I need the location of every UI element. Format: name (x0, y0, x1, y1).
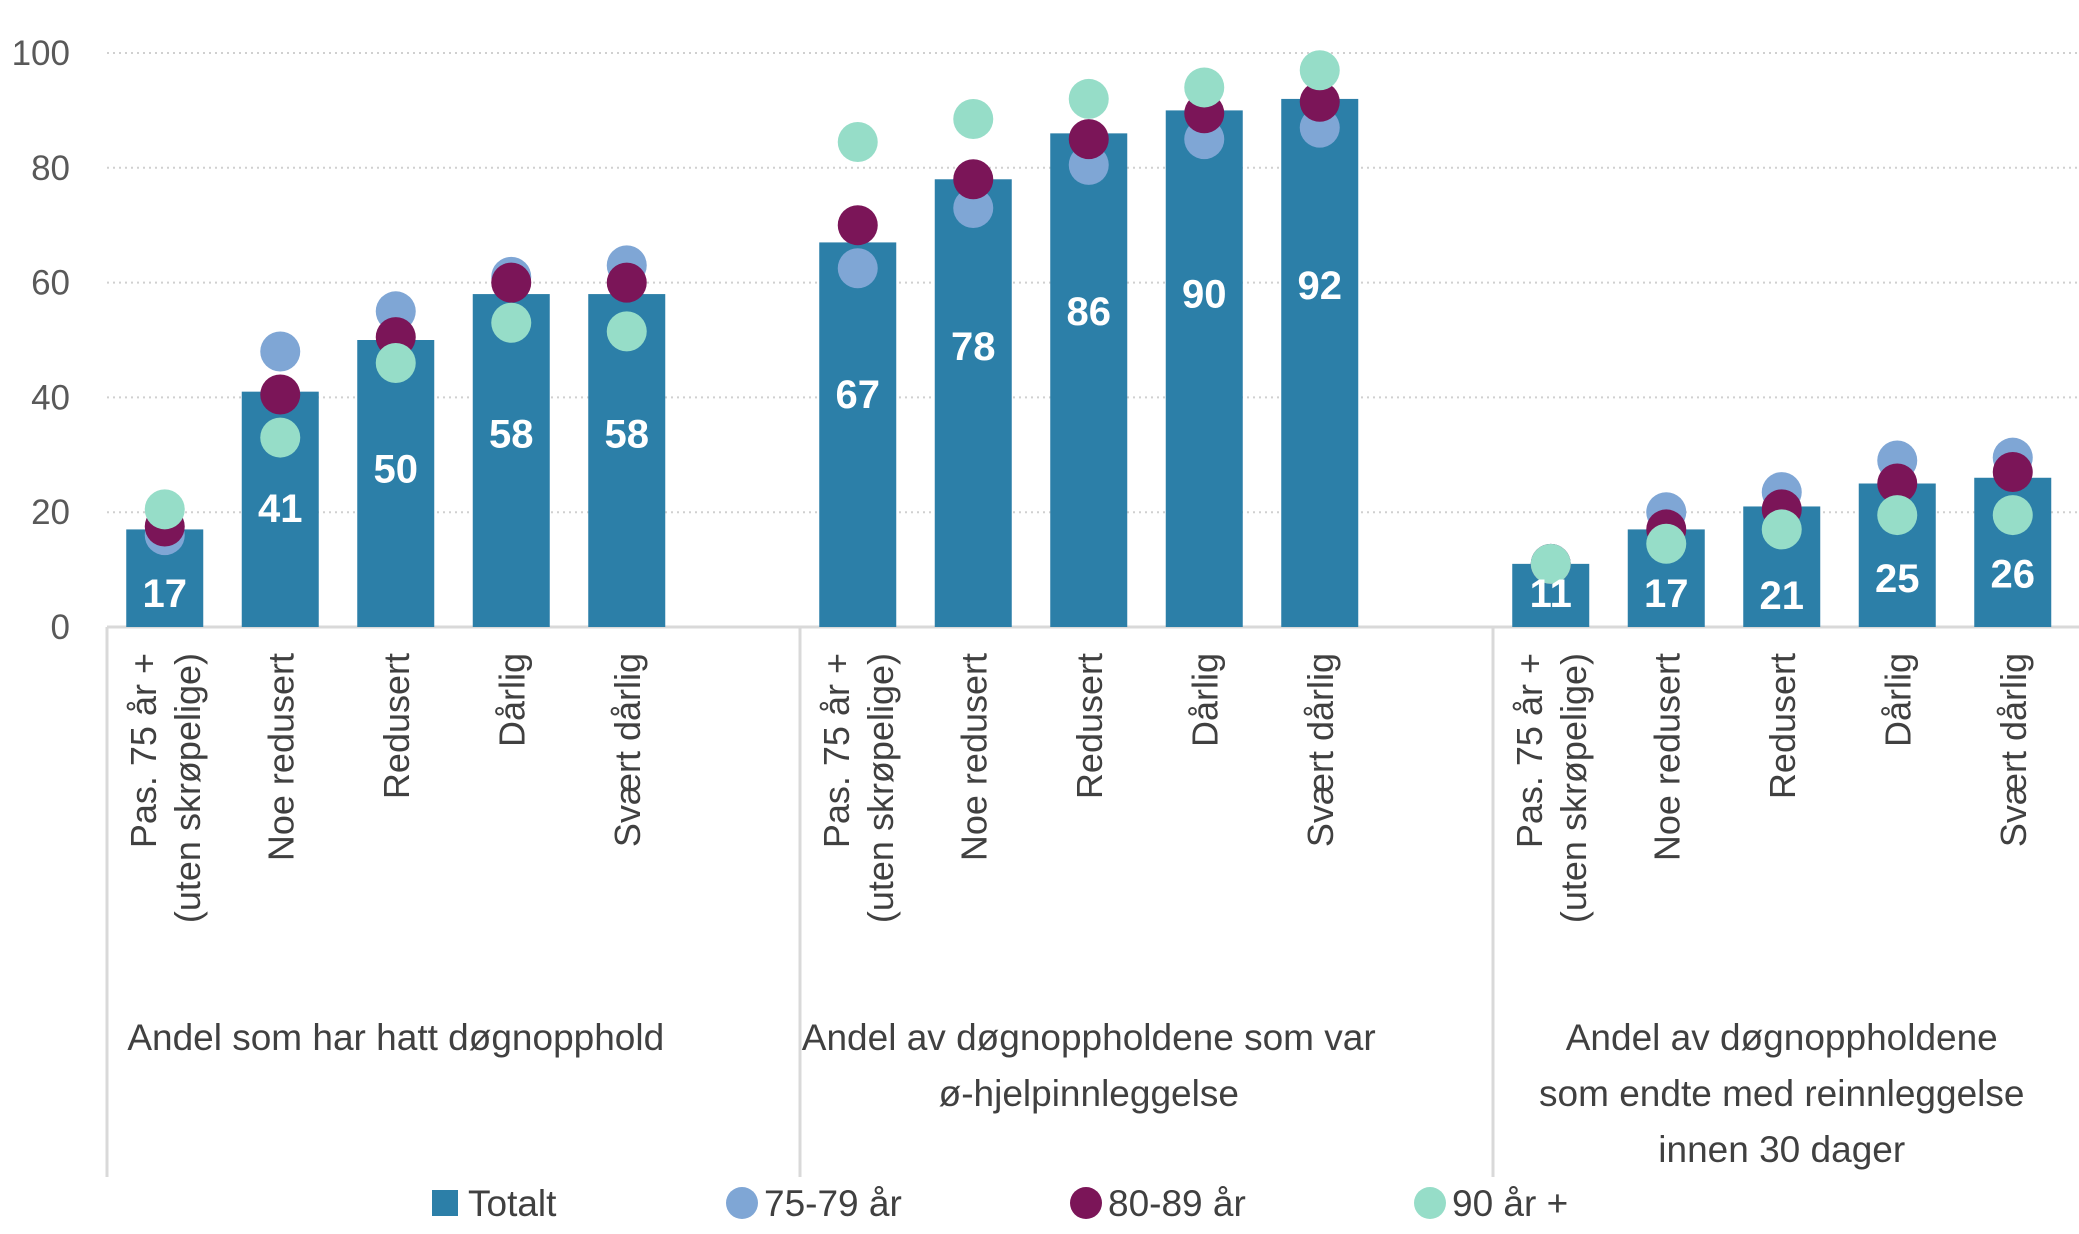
data-label: 86 (1067, 290, 1112, 334)
y-tick-label: 60 (31, 264, 70, 303)
dot-80-89 (491, 262, 532, 303)
dot-90+ (1992, 495, 2033, 536)
bar-totalt (1050, 133, 1128, 628)
dot-90+ (1761, 509, 1802, 550)
category-label: Svært dårlig (1993, 653, 2034, 847)
group-label: innen 30 dager (1658, 1129, 1905, 1170)
category-label: (uten skrøpelige) (860, 653, 901, 923)
group-label: ø-hjelpinnleggelse (939, 1073, 1239, 1114)
category-label: Pas. 75 år + (1509, 653, 1550, 848)
category-label: Noe redusert (953, 653, 994, 861)
dot-90+ (260, 417, 301, 458)
legend-label: 90 år + (1452, 1183, 1568, 1224)
dot-80-89 (953, 159, 994, 200)
dot-75-79 (953, 187, 994, 228)
data-label: 78 (951, 325, 996, 369)
bar-totalt (1165, 110, 1243, 627)
legend-dot-80-89 (1070, 1187, 1102, 1219)
category-label: Svært dårlig (1300, 653, 1341, 847)
group-label: som endte med reinnleggelse (1539, 1073, 2024, 1114)
y-tick-label: 0 (51, 608, 70, 647)
dot-90+ (1184, 67, 1225, 108)
legend-label: 75-79 år (764, 1183, 902, 1224)
category-label: Pas. 75 år + (123, 653, 164, 848)
category-label: (uten skrøpelige) (1553, 653, 1594, 923)
dot-90+ (1068, 78, 1109, 119)
dot-80-89 (1877, 463, 1918, 504)
group-label: Andel som har hatt døgnopphold (127, 1017, 664, 1058)
dot-90+ (837, 121, 878, 162)
group-label: Andel av døgnoppholdene som var (802, 1017, 1376, 1058)
dot-80-89 (260, 374, 301, 415)
category-label: Pas. 75 år + (816, 653, 857, 848)
dot-90+ (953, 99, 994, 140)
dot-80-89 (1299, 81, 1340, 122)
legend-dot-75-79 (726, 1187, 758, 1219)
category-label: Noe redusert (1646, 653, 1687, 861)
data-label: 21 (1760, 574, 1805, 618)
category-label: (uten skrøpelige) (167, 653, 208, 923)
bar-totalt (472, 294, 550, 627)
data-label: 90 (1182, 273, 1227, 317)
dot-90+ (1530, 543, 1571, 584)
data-label: 58 (489, 413, 534, 457)
data-label: 67 (836, 373, 881, 417)
dot-80-89 (1992, 452, 2033, 493)
category-label: Svært dårlig (607, 653, 648, 847)
dot-80-89 (837, 205, 878, 246)
category-label: Dårlig (1184, 653, 1225, 747)
category-label: Dårlig (1877, 653, 1918, 747)
dot-90+ (375, 342, 416, 383)
dot-80-89 (606, 262, 647, 303)
legend-label: Totalt (468, 1183, 557, 1224)
data-label: 50 (374, 448, 419, 492)
dot-80-89 (1068, 119, 1109, 160)
data-label: 25 (1875, 557, 1920, 601)
data-label: 41 (258, 487, 303, 531)
y-tick-label: 80 (31, 149, 70, 188)
bar-totalt (819, 242, 897, 628)
dot-90+ (1299, 50, 1340, 91)
y-tick-label: 20 (31, 493, 70, 532)
category-label: Dårlig (491, 653, 532, 747)
data-label: 17 (1644, 572, 1689, 616)
dot-90+ (606, 311, 647, 352)
dot-90+ (1646, 523, 1687, 564)
data-label: 58 (605, 413, 650, 457)
legend-label: 80-89 år (1108, 1183, 1246, 1224)
dot-90+ (1877, 495, 1918, 536)
dot-75-79 (837, 248, 878, 289)
legend-dot-90+ (1414, 1187, 1446, 1219)
category-label: Redusert (1069, 653, 1110, 799)
y-tick-label: 40 (31, 378, 70, 417)
data-label: 26 (1991, 552, 2036, 596)
category-label: Redusert (1762, 653, 1803, 799)
data-label: 17 (143, 572, 188, 616)
category-label: Noe redusert (260, 653, 301, 861)
legend-swatch-totalt (432, 1190, 458, 1216)
data-label: 92 (1298, 264, 1343, 308)
data-label: 11 (1530, 572, 1572, 616)
bar-totalt (357, 340, 435, 627)
bar-totalt (934, 179, 1012, 627)
dot-90+ (491, 302, 532, 343)
category-label: Redusert (376, 653, 417, 799)
group-label: Andel av døgnoppholdene (1566, 1017, 1998, 1058)
dot-75-79 (260, 331, 301, 372)
y-tick-label: 100 (12, 34, 70, 73)
bar-totalt (1281, 98, 1359, 628)
dot-90+ (144, 489, 185, 530)
